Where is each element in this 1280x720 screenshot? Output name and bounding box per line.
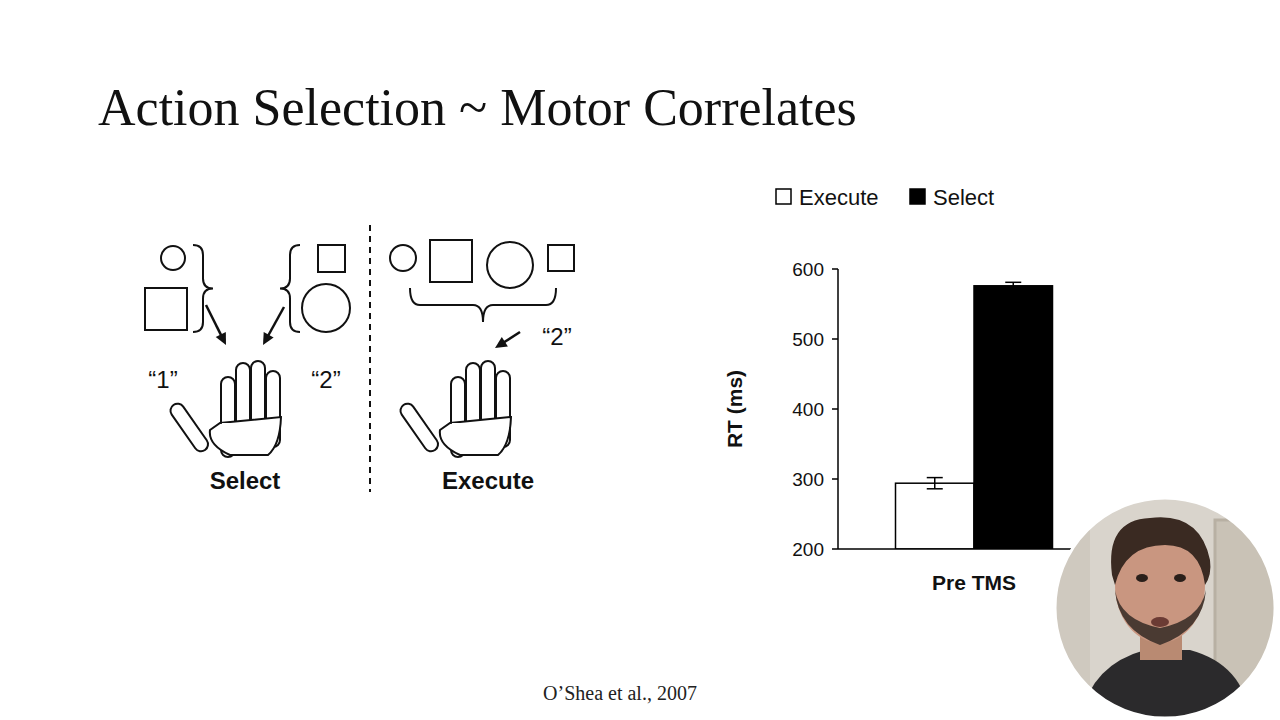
arrow-head xyxy=(495,337,508,348)
hand xyxy=(168,361,281,457)
y-tick xyxy=(832,478,838,480)
palm xyxy=(440,417,511,455)
error-line xyxy=(934,478,936,489)
shape-circle xyxy=(390,245,416,271)
divider xyxy=(369,225,371,492)
brace xyxy=(410,288,556,322)
bar xyxy=(896,483,975,549)
shape-circle xyxy=(302,284,350,332)
error-bar xyxy=(1005,282,1021,289)
shape-square xyxy=(145,288,187,330)
brace xyxy=(193,245,213,332)
webcam-border xyxy=(1055,498,1275,718)
error-line xyxy=(1013,282,1015,289)
shirt xyxy=(1080,650,1250,720)
palm xyxy=(210,417,281,455)
panel-label: Execute xyxy=(442,467,534,494)
shape-square xyxy=(548,245,574,271)
slide-title: Action Selection ~ Motor Correlates xyxy=(98,79,857,136)
arrow-head xyxy=(216,332,226,345)
error-cap xyxy=(1005,282,1021,284)
diagram xyxy=(145,240,574,457)
legend-swatch xyxy=(910,189,925,204)
x-axis xyxy=(838,548,1110,550)
eye xyxy=(1136,574,1148,582)
legend-swatch xyxy=(776,189,791,204)
legend-label: Execute xyxy=(799,185,879,210)
arrow-head xyxy=(263,332,274,345)
cue-label: “2” xyxy=(311,366,340,393)
cue-label: “2” xyxy=(542,323,571,350)
shape-circle xyxy=(487,242,533,288)
wall xyxy=(1050,495,1280,720)
error-bar xyxy=(927,478,943,489)
bars xyxy=(896,282,1053,549)
brace xyxy=(280,245,300,332)
slide: Action Selection ~ Motor Correlates O’She… xyxy=(0,0,1280,720)
y-tick-label: 600 xyxy=(792,259,824,280)
y-tick xyxy=(832,268,838,270)
eye xyxy=(1174,574,1186,582)
error-cap xyxy=(927,488,943,490)
panel-label: Select xyxy=(210,467,281,494)
shape-circle xyxy=(161,246,185,270)
shape-square xyxy=(318,245,345,272)
bar xyxy=(974,286,1053,549)
y-tick xyxy=(832,548,838,550)
hand xyxy=(398,361,511,457)
y-tick-label: 400 xyxy=(792,399,824,420)
error-cap xyxy=(927,477,943,479)
thumb xyxy=(168,401,211,454)
cue-label: “1” xyxy=(148,366,177,393)
y-axis-label: RT (ms) xyxy=(723,370,746,448)
y-tick-label: 300 xyxy=(792,469,824,490)
webcam xyxy=(1050,495,1280,720)
x-tick-label: Pre TMS xyxy=(932,571,1016,594)
y-tick xyxy=(832,338,838,340)
error-cap xyxy=(1005,289,1021,291)
thumb xyxy=(398,401,441,454)
y-tick-label: 200 xyxy=(792,539,824,560)
y-tick xyxy=(832,408,838,410)
arrow-line xyxy=(206,305,223,340)
citation: O’Shea et al., 2007 xyxy=(543,682,697,704)
legend-label: Select xyxy=(933,185,994,210)
palm-join xyxy=(222,423,279,427)
webcam-image xyxy=(1050,495,1280,720)
chart: Execute Select 200 300 400 500 600 RT (ms) Pre T… xyxy=(723,185,1110,594)
y-tick-label: 500 xyxy=(792,329,824,350)
mouth xyxy=(1151,617,1169,627)
hair xyxy=(1111,517,1210,585)
palm-join xyxy=(452,423,509,427)
beard xyxy=(1115,590,1206,645)
shape-square xyxy=(430,240,472,282)
